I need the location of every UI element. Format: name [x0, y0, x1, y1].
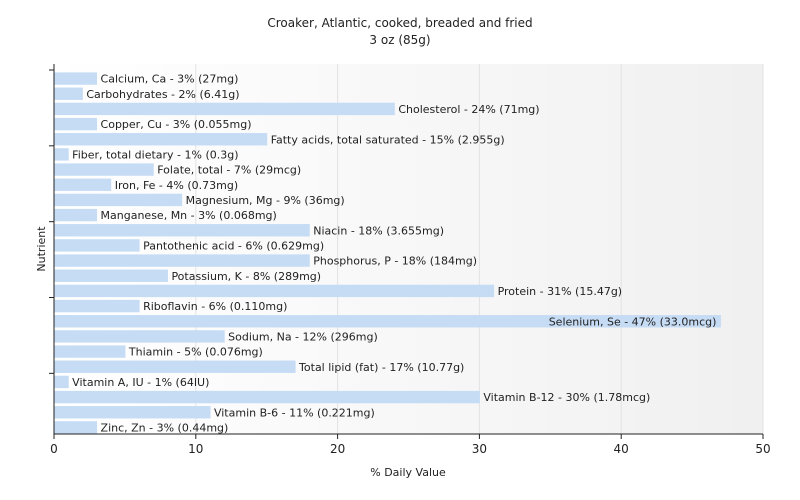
bar — [54, 299, 140, 313]
bar — [54, 360, 296, 373]
bar — [54, 87, 83, 100]
bar-label: Riboflavin - 6% (0.110mg) — [143, 300, 287, 313]
bar-label: Iron, Fe - 4% (0.73mg) — [115, 179, 238, 192]
bar-label: Manganese, Mn - 3% (0.068mg) — [101, 209, 277, 222]
bars: Calcium, Ca - 3% (27mg) Carbohydrates - 2… — [54, 72, 721, 434]
x-tick-label: 50 — [755, 442, 770, 456]
bar-label: Fiber, total dietary - 1% (0.3g) — [72, 148, 238, 161]
bar — [54, 375, 69, 389]
bar-label: Vitamin B-6 - 11% (0.221mg) — [214, 406, 375, 419]
x-tick-label: 0 — [50, 442, 58, 456]
bar — [54, 269, 168, 282]
bar — [54, 148, 69, 161]
x-tick-label: 40 — [614, 442, 629, 456]
bar-label: Total lipid (fat) - 17% (10.77g) — [298, 361, 464, 374]
bar — [54, 102, 395, 116]
bar — [54, 345, 126, 358]
bar — [54, 315, 721, 328]
bar-label: Thiamin - 5% (0.076mg) — [128, 346, 263, 359]
bar — [54, 406, 211, 419]
x-tick-label: 20 — [330, 442, 345, 456]
bar-label: Zinc, Zn - 3% (0.44mg) — [101, 421, 229, 434]
x-ticks: 0 10 20 30 40 50 — [50, 434, 771, 456]
bar-label: Pantothenic acid - 6% (0.629mg) — [143, 239, 324, 252]
bar-label: Selenium, Se - 47% (33.0mcg) — [549, 315, 717, 328]
y-axis-label: Nutrient — [35, 226, 48, 272]
bar-label: Carbohydrates - 2% (6.41g) — [86, 88, 239, 101]
bar-label: Copper, Cu - 3% (0.055mg) — [101, 118, 252, 131]
bar-label: Folate, total - 7% (29mcg) — [157, 164, 301, 177]
x-tick-label: 30 — [472, 442, 487, 456]
bar — [54, 224, 310, 237]
x-axis-label: % Daily Value — [370, 466, 446, 479]
bar — [54, 284, 495, 298]
bar-label: Calcium, Ca - 3% (27mg) — [101, 73, 239, 86]
bar-label: Vitamin B-12 - 30% (1.78mcg) — [483, 391, 650, 404]
chart-title: Croaker, Atlantic, cooked, breaded and f… — [267, 16, 532, 30]
axes — [49, 64, 763, 435]
bar-label: Phosphorus, P - 18% (184mg) — [313, 255, 477, 268]
bar — [54, 72, 98, 85]
bar-label: Cholesterol - 24% (71mg) — [398, 103, 539, 116]
bar — [54, 421, 98, 434]
bar — [54, 133, 268, 146]
bar-label: Niacin - 18% (3.655mg) — [313, 224, 444, 237]
bar-label: Vitamin A, IU - 1% (64IU) — [72, 376, 209, 389]
bar — [54, 193, 183, 207]
bar-label: Fatty acids, total saturated - 15% (2.95… — [271, 133, 505, 146]
bar-label: Sodium, Na - 12% (296mg) — [228, 330, 378, 343]
chart-subtitle: 3 oz (85g) — [369, 33, 430, 47]
x-tick-label: 10 — [188, 442, 203, 456]
bar-label: Potassium, K - 8% (289mg) — [171, 270, 321, 283]
bar — [54, 330, 225, 343]
bar — [54, 254, 310, 267]
bar — [54, 178, 112, 191]
bar — [54, 163, 154, 176]
bar-label: Protein - 31% (15.47g) — [498, 285, 623, 298]
bar — [54, 390, 480, 404]
bar — [54, 117, 98, 131]
bar-label: Magnesium, Mg - 9% (36mg) — [186, 194, 345, 207]
bar — [54, 208, 98, 222]
bar — [54, 239, 140, 252]
